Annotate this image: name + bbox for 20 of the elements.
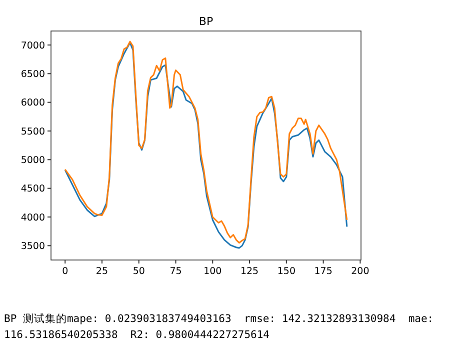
text: BP 测试集的mape: 0.023903183749403163 rmse: 142.32132893130984 mae:: [4, 312, 434, 325]
y-tick-label: 4000: [20, 212, 45, 224]
y-tick-label: 6500: [20, 68, 45, 80]
y-tick-label: 6000: [20, 98, 45, 109]
x-tick-label: 25: [96, 266, 108, 277]
x-tick-label: 100: [204, 266, 222, 277]
x-tick-label: 50: [132, 266, 145, 277]
text: 116.53186540205338 R2: 0.9800444227275614: [4, 329, 270, 341]
y-tick-label: 5000: [20, 154, 45, 166]
x-tick-label: 150: [277, 266, 296, 277]
x-tick-label: 75: [170, 266, 182, 277]
x-tick-label: 175: [314, 266, 332, 277]
y-tick-label: 7000: [20, 40, 45, 52]
x-tick-label: 0: [62, 266, 68, 277]
x-tick-label: 200: [351, 266, 370, 277]
chart-title: BP: [198, 15, 214, 28]
y-tick-label: 3500: [20, 240, 45, 252]
y-tick-label: 5500: [20, 126, 45, 138]
x-tick-label: 125: [240, 266, 259, 277]
y-tick-label: 4500: [20, 184, 45, 195]
